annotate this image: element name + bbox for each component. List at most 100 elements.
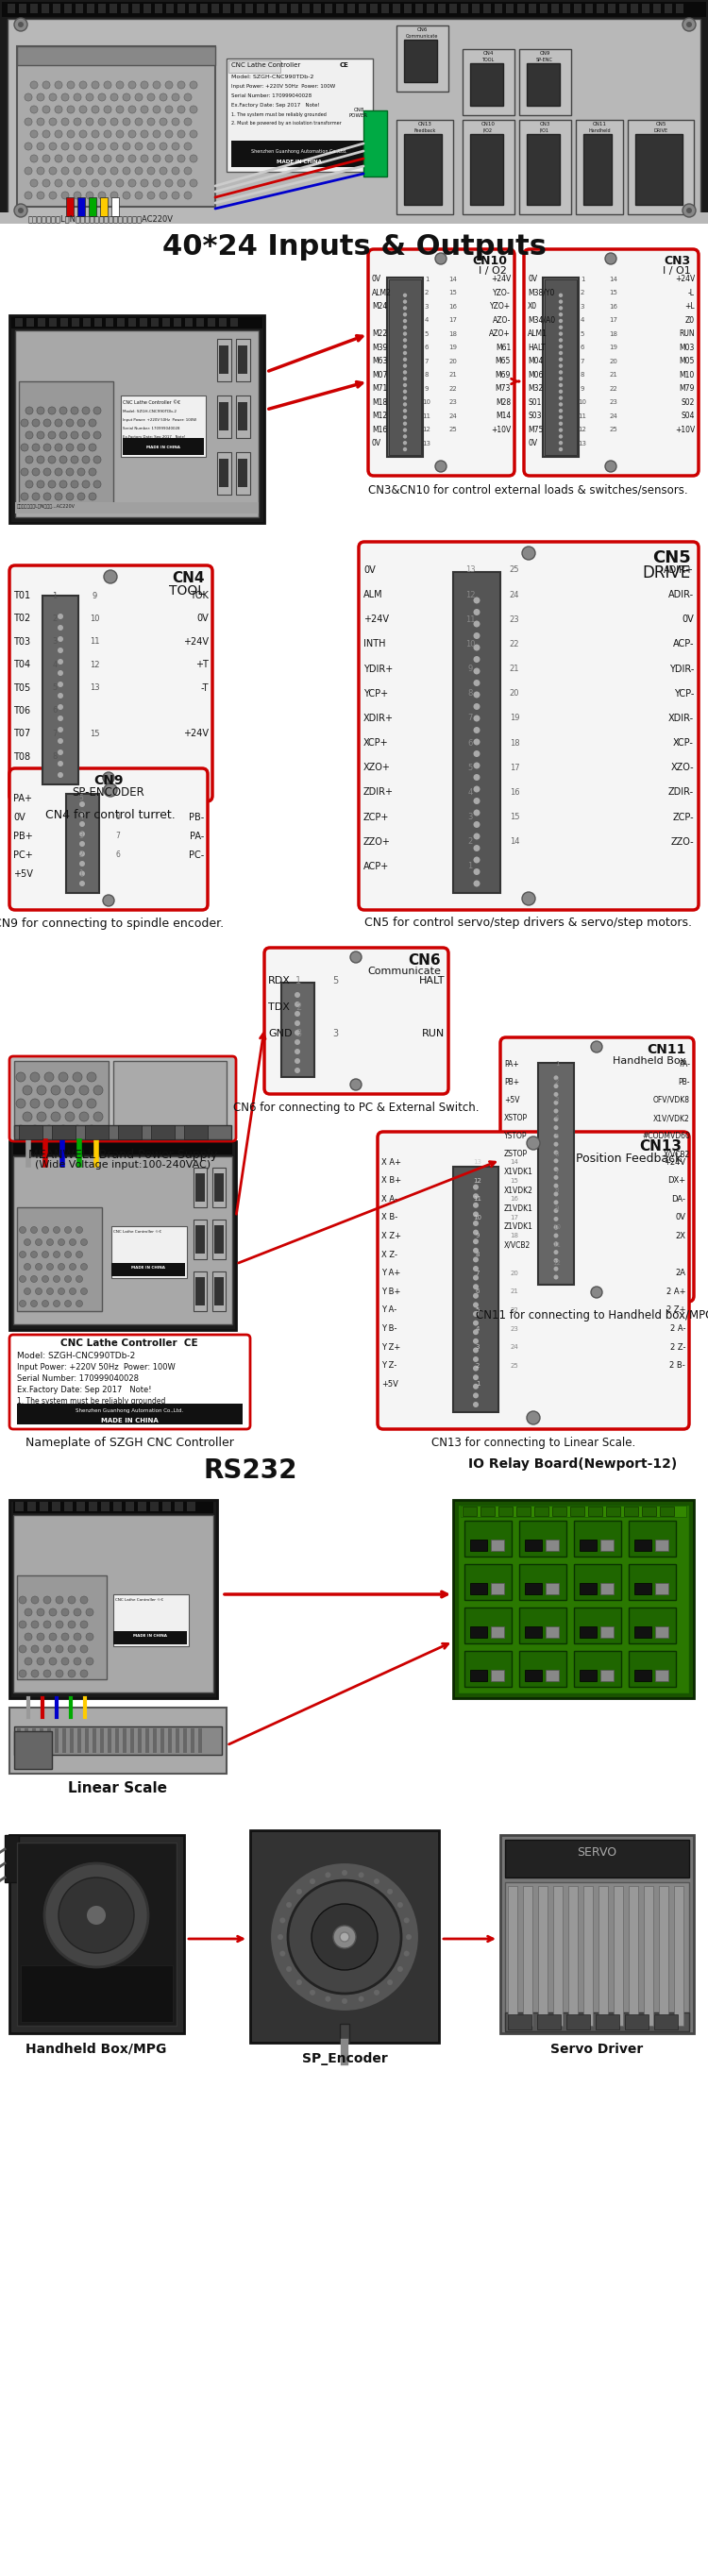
Circle shape	[686, 209, 692, 214]
Circle shape	[21, 492, 28, 500]
Circle shape	[37, 407, 45, 415]
Bar	[55, 1728, 59, 1752]
Text: CN11: CN11	[593, 121, 607, 126]
Bar	[85, 1126, 108, 1139]
Circle shape	[47, 1262, 53, 1270]
Circle shape	[62, 1656, 69, 1664]
Circle shape	[55, 469, 62, 477]
Circle shape	[184, 167, 192, 175]
Bar	[525, 1584, 542, 1595]
Circle shape	[103, 773, 114, 783]
Bar	[223, 3, 230, 13]
Text: ZZO-: ZZO-	[670, 837, 694, 848]
Text: CN4: CN4	[172, 572, 205, 585]
Bar	[642, 3, 649, 13]
Circle shape	[683, 18, 696, 31]
Circle shape	[87, 1100, 96, 1108]
Bar	[519, 121, 571, 214]
Bar	[151, 1126, 175, 1139]
Bar	[314, 3, 321, 13]
Circle shape	[71, 482, 79, 487]
Circle shape	[403, 350, 407, 355]
FancyBboxPatch shape	[9, 1334, 250, 1430]
Circle shape	[25, 482, 33, 487]
Text: CN6: CN6	[408, 953, 441, 969]
Bar	[583, 1886, 593, 2025]
Bar	[155, 3, 162, 13]
Bar	[183, 1728, 187, 1752]
Text: Nameplate of SZGH CNC Controller: Nameplate of SZGH CNC Controller	[25, 1437, 234, 1448]
Circle shape	[66, 443, 74, 451]
Text: 7: 7	[581, 358, 585, 363]
Bar	[17, 46, 215, 206]
Circle shape	[35, 1239, 42, 1247]
Text: T04: T04	[13, 659, 30, 670]
Text: CN10: CN10	[481, 121, 495, 126]
Circle shape	[554, 1092, 559, 1097]
Text: X Z+: X Z+	[382, 1231, 401, 1239]
Circle shape	[56, 1597, 63, 1605]
Circle shape	[559, 337, 563, 343]
Text: 3: 3	[555, 1097, 559, 1103]
Text: YSTOP: YSTOP	[504, 1131, 527, 1141]
Bar	[217, 340, 232, 381]
Text: SERVO: SERVO	[577, 1847, 617, 1860]
Circle shape	[178, 155, 185, 162]
Circle shape	[554, 1167, 559, 1172]
Circle shape	[79, 131, 87, 137]
Circle shape	[403, 312, 407, 317]
Text: Y A+: Y A+	[382, 1270, 401, 1278]
Bar	[30, 3, 38, 13]
Bar	[9, 1834, 184, 2032]
Circle shape	[554, 1108, 559, 1113]
Circle shape	[404, 1917, 409, 1924]
Bar	[17, 46, 215, 64]
Circle shape	[135, 167, 142, 175]
Circle shape	[473, 1229, 479, 1236]
Text: Handheld Box/MPG: Handheld Box/MPG	[25, 2043, 167, 2056]
Text: ZSTOP: ZSTOP	[504, 1149, 527, 1159]
Circle shape	[280, 1950, 285, 1955]
Circle shape	[19, 1646, 26, 1654]
Text: M65: M65	[496, 358, 510, 366]
Text: YZO+: YZO+	[490, 301, 510, 312]
Circle shape	[333, 1927, 356, 1947]
Circle shape	[403, 358, 407, 361]
Bar	[462, 49, 515, 116]
Circle shape	[554, 1159, 559, 1164]
Circle shape	[122, 191, 130, 198]
Circle shape	[403, 299, 407, 304]
Bar	[212, 1167, 226, 1208]
Bar	[21, 1965, 173, 2022]
Text: 7: 7	[115, 832, 120, 840]
Circle shape	[24, 1262, 30, 1270]
Circle shape	[165, 82, 173, 88]
Bar	[655, 1540, 668, 1551]
Circle shape	[135, 93, 142, 100]
Circle shape	[18, 209, 23, 214]
Text: +5V: +5V	[13, 868, 33, 878]
Text: 12: 12	[423, 428, 431, 433]
Circle shape	[37, 191, 45, 198]
FancyBboxPatch shape	[9, 768, 207, 909]
Bar	[66, 793, 99, 894]
Text: INTH: INTH	[363, 639, 386, 649]
Text: Feedback: Feedback	[413, 129, 435, 134]
Circle shape	[25, 191, 32, 198]
Circle shape	[21, 443, 28, 451]
Circle shape	[93, 430, 101, 438]
Circle shape	[25, 430, 33, 438]
Text: 25: 25	[610, 428, 617, 433]
Bar	[236, 453, 250, 495]
Circle shape	[68, 1669, 76, 1677]
Circle shape	[16, 1100, 25, 1108]
Bar	[236, 340, 250, 381]
Bar	[416, 3, 423, 13]
Bar	[396, 26, 448, 93]
Circle shape	[295, 992, 300, 997]
Text: X B-: X B-	[382, 1213, 398, 1221]
Circle shape	[116, 131, 124, 137]
Bar	[185, 317, 193, 327]
Bar	[464, 1651, 512, 1687]
Bar	[17, 1728, 21, 1752]
